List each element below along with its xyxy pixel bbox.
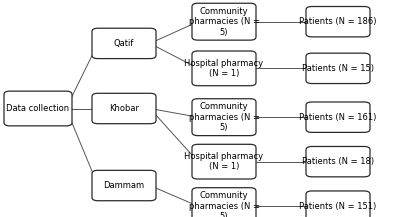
Text: Community
pharmacies (N =
5): Community pharmacies (N = 5)	[188, 102, 260, 132]
FancyBboxPatch shape	[192, 99, 256, 136]
Text: Hospital pharmacy
(N = 1): Hospital pharmacy (N = 1)	[184, 152, 264, 171]
Text: Community
pharmacies (N =
5): Community pharmacies (N = 5)	[188, 191, 260, 217]
Text: Dammam: Dammam	[104, 181, 144, 190]
Text: Hospital pharmacy
(N = 1): Hospital pharmacy (N = 1)	[184, 59, 264, 78]
FancyBboxPatch shape	[306, 102, 370, 132]
FancyBboxPatch shape	[306, 53, 370, 84]
Text: Qatif: Qatif	[114, 39, 134, 48]
FancyBboxPatch shape	[306, 7, 370, 37]
FancyBboxPatch shape	[192, 144, 256, 179]
Text: Patients (N = 151): Patients (N = 151)	[299, 202, 377, 211]
FancyBboxPatch shape	[92, 170, 156, 201]
FancyBboxPatch shape	[192, 188, 256, 217]
Text: Patients (N = 15): Patients (N = 15)	[302, 64, 374, 73]
Text: Patients (N = 186): Patients (N = 186)	[299, 17, 377, 26]
Text: Khobar: Khobar	[109, 104, 139, 113]
FancyBboxPatch shape	[192, 51, 256, 86]
FancyBboxPatch shape	[92, 93, 156, 124]
FancyBboxPatch shape	[92, 28, 156, 59]
FancyBboxPatch shape	[306, 146, 370, 177]
Text: Patients (N = 18): Patients (N = 18)	[302, 157, 374, 166]
FancyBboxPatch shape	[306, 191, 370, 217]
Text: Community
pharmacies (N =
5): Community pharmacies (N = 5)	[188, 7, 260, 37]
FancyBboxPatch shape	[192, 3, 256, 40]
Text: Data collection: Data collection	[6, 104, 70, 113]
Text: Patients (N = 161): Patients (N = 161)	[299, 113, 377, 122]
FancyBboxPatch shape	[4, 91, 72, 126]
